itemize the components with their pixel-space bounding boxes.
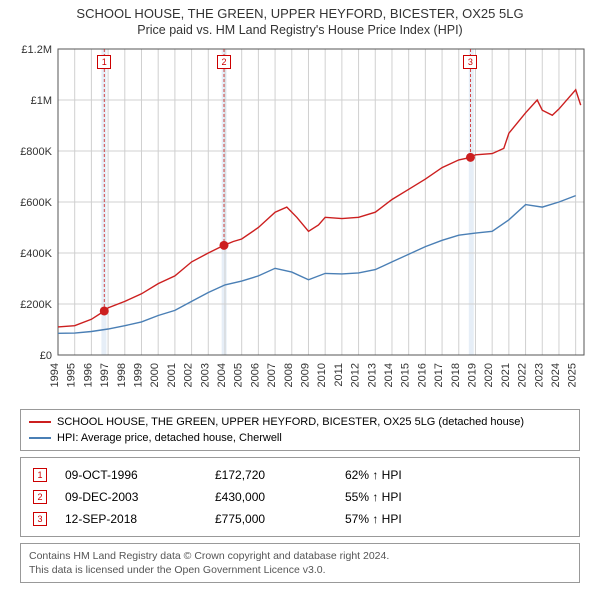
row-date: 12-SEP-2018: [65, 512, 215, 526]
row-marker: 3: [33, 512, 47, 526]
svg-text:2022: 2022: [517, 363, 529, 387]
svg-text:£400K: £400K: [20, 248, 52, 260]
svg-text:2019: 2019: [466, 363, 478, 387]
chart-area: £0 £200K £400K £600K £800K £1M £1.2M 1994 1995 19…: [10, 43, 590, 403]
row-pct: 57% ↑ HPI: [345, 512, 465, 526]
table-row: 2 09-DEC-2003£430,00055% ↑ HPI: [23, 486, 577, 508]
svg-text:2003: 2003: [199, 363, 211, 387]
svg-text:2014: 2014: [383, 363, 395, 387]
row-date: 09-OCT-1996: [65, 468, 215, 482]
svg-text:1997: 1997: [99, 363, 111, 387]
svg-text:1995: 1995: [66, 363, 78, 387]
table-row: 3 12-SEP-2018£775,00057% ↑ HPI: [23, 508, 577, 530]
svg-text:2007: 2007: [266, 363, 278, 387]
svg-text:£200K: £200K: [20, 299, 52, 311]
chart-title-line2: Price paid vs. HM Land Registry's House …: [10, 23, 590, 37]
row-price: £172,720: [215, 468, 345, 482]
attribution: Contains HM Land Registry data © Crown c…: [20, 543, 580, 583]
svg-text:£1.2M: £1.2M: [21, 44, 52, 56]
svg-text:2024: 2024: [550, 363, 562, 387]
legend-swatch: [29, 421, 51, 423]
svg-text:2021: 2021: [500, 363, 512, 387]
svg-text:2011: 2011: [333, 363, 345, 387]
legend-label: HPI: Average price, detached house, Cher…: [57, 432, 282, 444]
svg-text:1996: 1996: [82, 363, 94, 387]
svg-text:2010: 2010: [316, 363, 328, 387]
line-chart: £0 £200K £400K £600K £800K £1M £1.2M 1994 1995 19…: [10, 43, 590, 403]
row-pct: 62% ↑ HPI: [345, 468, 465, 482]
svg-text:2008: 2008: [283, 363, 295, 387]
legend-label: SCHOOL HOUSE, THE GREEN, UPPER HEYFORD, …: [57, 416, 524, 428]
svg-text:2012: 2012: [350, 363, 362, 387]
legend-row: SCHOOL HOUSE, THE GREEN, UPPER HEYFORD, …: [29, 414, 571, 430]
svg-text:2017: 2017: [433, 363, 445, 387]
svg-text:2016: 2016: [416, 363, 428, 387]
attribution-line2: This data is licensed under the Open Gov…: [29, 563, 571, 577]
svg-text:1999: 1999: [132, 363, 144, 387]
row-price: £775,000: [215, 512, 345, 526]
legend-row: HPI: Average price, detached house, Cher…: [29, 430, 571, 446]
row-marker: 2: [33, 490, 47, 504]
sale-events-table: 1 09-OCT-1996£172,72062% ↑ HPI 2 09-DEC-200…: [20, 457, 580, 537]
svg-text:2025: 2025: [567, 363, 579, 387]
row-pct: 55% ↑ HPI: [345, 490, 465, 504]
svg-text:£800K: £800K: [20, 146, 52, 158]
svg-text:2005: 2005: [233, 363, 245, 387]
sale-marker-2: 2: [217, 55, 231, 69]
svg-text:1998: 1998: [116, 363, 128, 387]
svg-text:2001: 2001: [166, 363, 178, 387]
svg-text:2009: 2009: [299, 363, 311, 387]
svg-text:2002: 2002: [183, 363, 195, 387]
svg-text:2000: 2000: [149, 363, 161, 387]
svg-text:1994: 1994: [49, 363, 61, 387]
sale-marker-1: 1: [97, 55, 111, 69]
row-price: £430,000: [215, 490, 345, 504]
svg-text:2004: 2004: [216, 363, 228, 387]
svg-text:2020: 2020: [483, 363, 495, 387]
svg-text:2023: 2023: [533, 363, 545, 387]
chart-title-line1: SCHOOL HOUSE, THE GREEN, UPPER HEYFORD, …: [10, 6, 590, 21]
attribution-line1: Contains HM Land Registry data © Crown c…: [29, 549, 571, 563]
svg-text:2006: 2006: [249, 363, 261, 387]
svg-text:£1M: £1M: [31, 95, 52, 107]
sale-marker-3: 3: [463, 55, 477, 69]
table-row: 1 09-OCT-1996£172,72062% ↑ HPI: [23, 464, 577, 486]
row-marker: 1: [33, 468, 47, 482]
svg-text:2015: 2015: [400, 363, 412, 387]
legend-swatch: [29, 437, 51, 439]
svg-text:£0: £0: [40, 350, 52, 362]
legend: SCHOOL HOUSE, THE GREEN, UPPER HEYFORD, …: [20, 409, 580, 451]
svg-text:£600K: £600K: [20, 197, 52, 209]
svg-text:2018: 2018: [450, 363, 462, 387]
svg-text:2013: 2013: [366, 363, 378, 387]
row-date: 09-DEC-2003: [65, 490, 215, 504]
